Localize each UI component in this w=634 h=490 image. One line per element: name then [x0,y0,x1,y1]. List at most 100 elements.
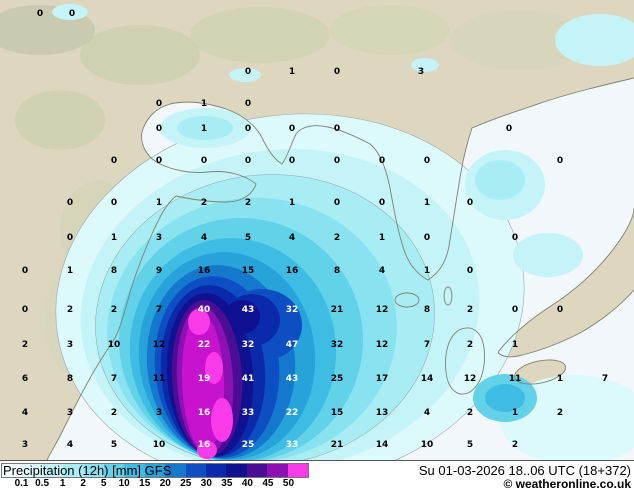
legend-scale-strip [1,463,309,478]
precip-value: 0 [156,99,162,109]
precip-value: 2 [111,305,117,315]
precip-value: 14 [376,440,389,450]
title-unit: [mm] [112,463,142,478]
legend-scale-segment [42,464,64,477]
precip-value: 5 [111,440,117,450]
precip-value: 25 [242,440,255,450]
precip-value: 0 [512,233,518,243]
precip-value: 43 [286,374,299,384]
precip-value: 0 [467,198,473,208]
precip-value: 8 [334,266,340,276]
precip-value: 5 [245,233,251,243]
legend-scale-segment [144,464,166,477]
legend-bar: Precipitation (12h) [mm] GFS 0.1 0.5 1 2 5 10… [0,460,634,490]
legend-scale-segment [2,464,23,477]
precip-patch-north2 [411,58,439,72]
precip-core-2 [205,352,223,384]
legend-scale-label: 35 [221,478,233,489]
precip-value: 0 [334,124,340,134]
precip-value: 0 [506,124,512,134]
precip-value: 3 [22,440,28,450]
precip-value: 0 [557,305,563,315]
map-title: Precipitation (12h) [mm] GFS [3,463,171,478]
legend-scale-segment [226,464,247,477]
precipitation-field [52,4,634,460]
precip-core-3 [211,398,233,442]
shikoku-coastline [514,359,566,385]
legend-scale-labels: 0.1 0.5 1 2 5 10 15 20 25 30 35 40 45 50 [1,478,321,490]
title-product: Precipitation (12h) [3,463,109,478]
precip-value: 0 [379,156,385,166]
precip-value: 2 [22,340,28,350]
legend-scale-label: 10 [118,478,130,489]
legend-scale-segment [246,464,268,477]
precip-value: 1 [289,67,295,77]
precip-value: 0 [245,67,251,77]
precip-value: 2 [512,440,518,450]
precip-value: 1 [379,233,385,243]
precip-patch-topright [555,14,634,66]
precip-value: 4 [289,233,295,243]
precip-value: 41 [242,374,255,384]
precip-value: 10 [421,440,434,450]
coastline-layer [46,77,634,460]
precip-value: 7 [111,374,117,384]
precip-value: 0 [37,9,43,19]
precip-value: 19 [198,374,211,384]
legend-scale-segment [165,464,186,477]
precip-value: 2 [557,408,563,418]
precip-value: 9 [156,266,162,276]
legend-scale-label: 45 [262,478,274,489]
precipitation-map: 0 00 1 0 30 1 00 1 0 0 0 00 0 0 0 0 0 0 0 00 0 1 2 2 1 0 0 1 00 1 3 4 5 4… [0,0,634,460]
precip-value: 0 [334,198,340,208]
precip-value: 32 [242,340,255,350]
legend-scale-segment [267,464,288,477]
legend-scale-label: 15 [139,478,151,489]
precip-value: 16 [286,266,299,276]
precip-value: 0 [22,266,28,276]
legend-scale-segment [206,464,227,477]
precip-value: 0 [289,124,295,134]
legend-scale-segment [287,464,309,477]
legend-scale-label: 0.1 [14,478,29,489]
legend-scale-segment [185,464,207,477]
precip-value: 25 [331,374,344,384]
precip-value: 21 [331,440,344,450]
precip-value: 0 [69,9,75,19]
precip-value: 0 [512,305,518,315]
precip-value: 1 [156,198,162,208]
precip-value: 6 [22,374,28,384]
precip-value: 2 [467,340,473,350]
map-datetime: Su 01-03-2026 18..06 UTC (18+372) [418,463,631,478]
precip-value: 3 [156,408,162,418]
precip-value: 1 [512,408,518,418]
precip-value: 0 [245,124,251,134]
copyright: © weatheronline.co.uk [503,477,631,490]
precip-patch-topleft [52,4,88,20]
precip-value: 0 [289,156,295,166]
precip-value: 33 [242,408,255,418]
precip-level-35-bulge [224,300,260,334]
precip-value: 4 [201,233,207,243]
precip-value: 13 [376,408,389,418]
precip-value: 0 [156,156,162,166]
precip-value: 2 [245,198,251,208]
precip-value: 2 [67,305,73,315]
precip-value: 0 [111,156,117,166]
honshu-coastline [497,207,634,358]
precip-value: 0 [67,233,73,243]
precip-value: 5 [467,440,473,450]
precip-value: 0 [467,266,473,276]
precip-value: 1 [424,198,430,208]
precip-value: 0 [201,156,207,166]
precip-value: 1 [201,99,207,109]
mainland-asia-and-korea [0,0,634,460]
legend-scale-label: 5 [100,478,107,489]
precip-patch-bohai-1 [177,116,233,140]
precip-value: 0 [111,198,117,208]
precip-value: 4 [22,408,28,418]
precip-value: 7 [424,340,430,350]
precip-value: 1 [557,374,563,384]
precip-value: 32 [331,340,344,350]
